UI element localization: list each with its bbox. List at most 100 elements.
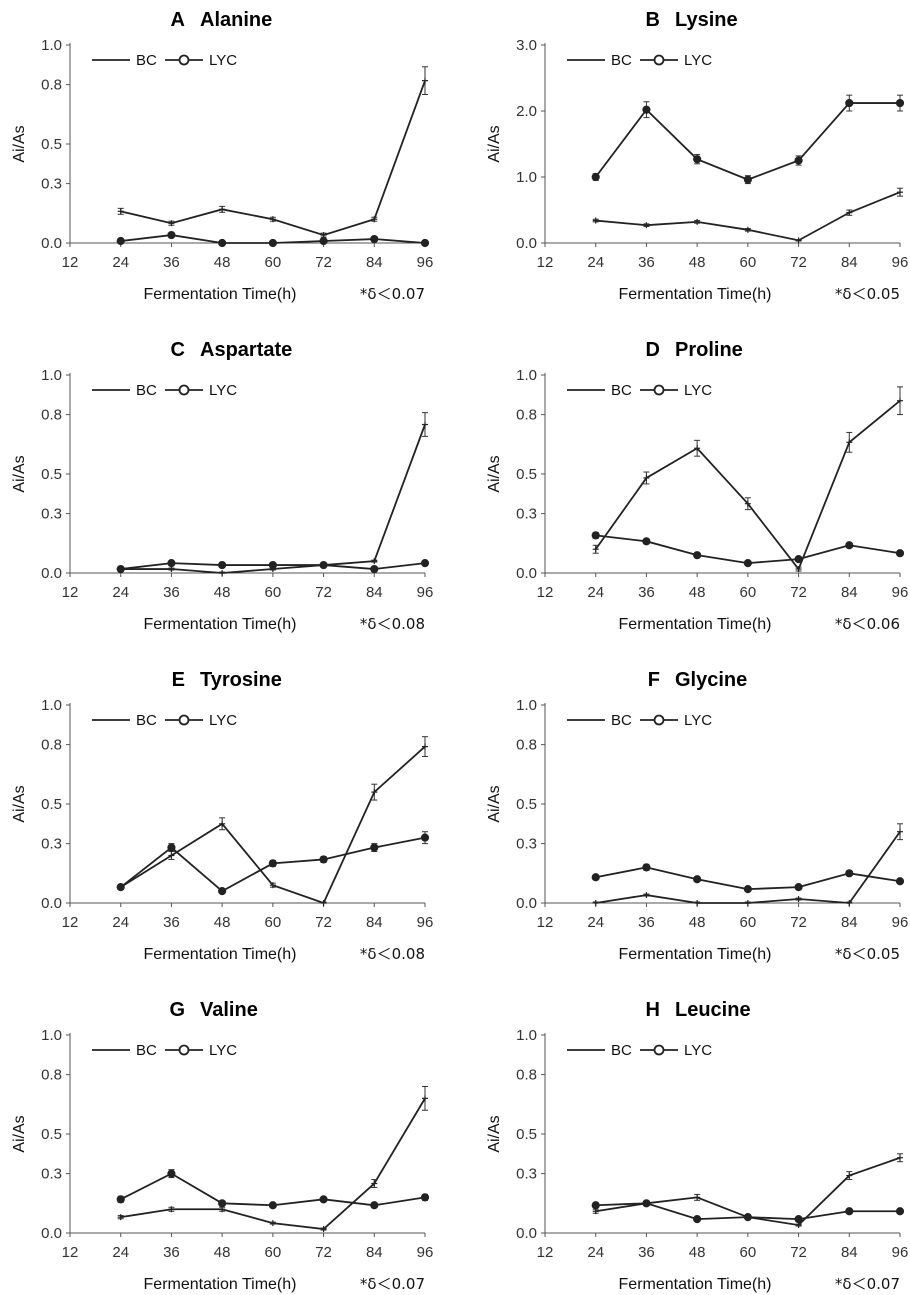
- chart-title: Glycine: [675, 669, 747, 691]
- series-lyc: [116, 230, 430, 248]
- legend-label: BC: [611, 382, 632, 399]
- legend: BC LYC: [92, 382, 237, 399]
- y-tick-label: 0.5: [516, 796, 537, 813]
- x-tick-label: 84: [841, 584, 858, 601]
- data-point: [643, 222, 650, 229]
- chart-title: Aspartate: [200, 339, 292, 361]
- data-point: [643, 474, 650, 481]
- x-tick-label: 60: [265, 1244, 282, 1261]
- series-line: [120, 80, 426, 237]
- y-tick-label: 0.5: [41, 796, 62, 813]
- y-tick-label: 0.5: [41, 1126, 62, 1143]
- significance-note: *δ＜0.08: [360, 945, 425, 963]
- series-line: [120, 424, 426, 574]
- x-tick-label: 48: [689, 254, 706, 271]
- y-tick-label: 1.0: [516, 697, 537, 714]
- x-tick-label: 96: [417, 584, 434, 601]
- y-tick-label: 0.8: [41, 77, 62, 94]
- legend: BC LYC: [92, 52, 237, 69]
- x-tick-label: 12: [537, 1244, 554, 1261]
- x-tick-label: 60: [265, 254, 282, 271]
- data-point: [116, 236, 125, 246]
- x-tick-label: 72: [790, 1244, 807, 1261]
- y-axis-label: Ai/As: [11, 125, 28, 162]
- significance-note: *δ＜0.05: [835, 945, 900, 963]
- data-point: [319, 560, 328, 570]
- data-point: [845, 1207, 854, 1216]
- y-tick-label: 1.0: [516, 1027, 537, 1044]
- y-axis-label: Ai/As: [486, 1115, 503, 1152]
- data-point: [642, 537, 651, 546]
- data-point: [269, 216, 276, 223]
- data-point: [693, 1215, 702, 1224]
- x-axis-label: Fermentation Time(h): [144, 946, 297, 963]
- data-point: [743, 175, 752, 184]
- x-tick-label: 12: [62, 1244, 79, 1261]
- data-point: [269, 882, 276, 889]
- x-tick-label: 36: [163, 1244, 180, 1261]
- panel-letter: G: [169, 999, 185, 1021]
- y-tick-label: 0.0: [516, 1225, 537, 1242]
- y-tick-label: 0.0: [516, 565, 537, 582]
- panel-letter: E: [172, 669, 185, 691]
- data-point: [694, 218, 701, 225]
- data-point: [895, 1207, 905, 1216]
- series-line: [120, 1172, 426, 1207]
- legend-marker: [653, 54, 665, 66]
- data-point: [591, 172, 600, 182]
- data-point: [167, 1169, 176, 1178]
- x-tick-label: 84: [366, 254, 383, 271]
- x-tick-label: 72: [315, 914, 332, 931]
- x-tick-label: 72: [315, 254, 332, 271]
- x-tick-label: 24: [587, 584, 604, 601]
- x-tick-label: 48: [689, 914, 706, 931]
- y-tick-label: 0.0: [41, 235, 62, 252]
- data-point: [219, 570, 226, 576]
- data-point: [219, 206, 226, 213]
- x-tick-label: 24: [112, 584, 129, 601]
- chart-panel-f: F Glycine 0.0 0.3 0.5 0.8 1.0 12 24 36 48 60 72 84 96 A…: [486, 669, 908, 963]
- chart-panel-g: G Valine 0.0 0.3 0.5 0.8 1.0 12 24 36 48 60 72 84 96 Ai…: [11, 999, 433, 1293]
- y-tick-label: 0.8: [41, 407, 62, 424]
- x-tick-label: 72: [790, 584, 807, 601]
- data-point: [592, 546, 599, 553]
- data-point: [268, 238, 277, 248]
- chart-title: Lysine: [675, 9, 738, 31]
- panel-letter: C: [171, 339, 185, 361]
- legend-label: BC: [136, 1042, 157, 1059]
- data-point: [591, 1201, 600, 1210]
- legend-marker: [653, 714, 665, 726]
- chart-panel-e: E Tyrosine 0.0 0.3 0.5 0.8 1.0 12 24 36 48 60 72 84 96…: [11, 669, 433, 963]
- data-point: [268, 560, 277, 570]
- y-tick-label: 0.8: [41, 737, 62, 754]
- x-axis-label: Fermentation Time(h): [619, 286, 772, 303]
- data-point: [744, 500, 751, 507]
- y-axis-label: Ai/As: [486, 455, 503, 492]
- x-tick-label: 24: [112, 914, 129, 931]
- legend: BC LYC: [92, 712, 237, 729]
- y-axis-label: Ai/As: [486, 785, 503, 822]
- x-tick-label: 72: [790, 914, 807, 931]
- series-bc: [117, 412, 428, 576]
- x-tick-label: 12: [62, 914, 79, 931]
- y-tick-label: 0.5: [41, 136, 62, 153]
- data-point: [846, 439, 853, 446]
- legend-label: LYC: [209, 712, 237, 729]
- x-tick-label: 48: [214, 914, 231, 931]
- data-point: [642, 105, 651, 114]
- chart-panel-c: C Aspartate 0.0 0.3 0.5 0.8 1.0 12 24 36 48 60 72 84 9…: [11, 339, 434, 633]
- series-bc: [592, 187, 903, 244]
- data-point: [167, 843, 176, 852]
- x-axis-label: Fermentation Time(h): [619, 616, 772, 633]
- x-tick-label: 48: [689, 584, 706, 601]
- legend-label: LYC: [209, 52, 237, 69]
- y-tick-label: 1.0: [41, 1027, 62, 1044]
- series-line: [594, 102, 900, 181]
- legend-label: LYC: [684, 712, 712, 729]
- data-point: [371, 789, 378, 796]
- x-tick-label: 24: [112, 1244, 129, 1261]
- series-bc: [117, 1085, 428, 1233]
- x-tick-label: 36: [163, 254, 180, 271]
- legend-label: LYC: [684, 52, 712, 69]
- data-point: [743, 885, 752, 894]
